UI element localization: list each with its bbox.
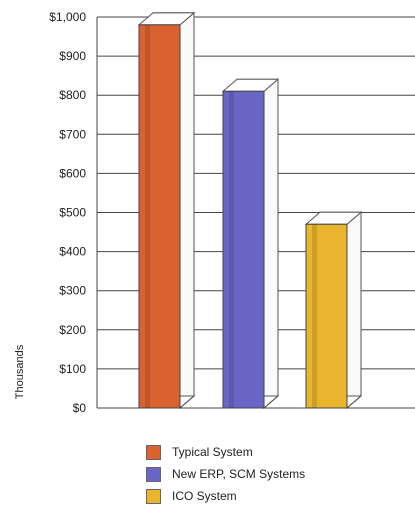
legend-label: New ERP, SCM Systems	[172, 467, 306, 481]
bars	[137, 11, 363, 410]
y-tick-label: $300	[59, 284, 86, 298]
bar-1	[137, 11, 196, 410]
bar-front	[138, 24, 181, 409]
y-tick-label: $600	[59, 166, 86, 180]
y-tick-label: $200	[59, 323, 86, 337]
legend-label: Typical System	[172, 445, 253, 459]
y-tick-label: $0	[73, 401, 87, 415]
bar-front	[222, 90, 265, 409]
legend-item-typical-system: Typical System	[146, 441, 305, 463]
y-tick-label: $400	[59, 245, 86, 259]
y-tick-label: $900	[59, 49, 86, 63]
legend-label: ICO System	[172, 489, 237, 503]
y-axis: $0 $100 $200 $300 $400 $500 $600 $700 $800 $900 $1…	[49, 10, 98, 415]
y-tick-label: $100	[59, 362, 86, 376]
bar-side	[346, 211, 362, 410]
bar-shade	[229, 91, 234, 408]
y-tick-label: $700	[59, 127, 86, 141]
bar-shade	[312, 224, 317, 408]
legend: Typical System New ERP, SCM Systems ICO …	[146, 441, 305, 507]
legend-swatch	[146, 444, 161, 460]
y-tick-label: $500	[59, 206, 86, 220]
bar-front	[305, 223, 348, 409]
bar-side	[179, 11, 195, 410]
bar-chart: $0 $100 $200 $300 $400 $500 $600 $700 $800 $900 $1…	[14, 10, 415, 415]
y-tick-label: $1,000	[49, 10, 86, 24]
legend-item-new-erp-scm: New ERP, SCM Systems	[146, 463, 305, 485]
bar-shade	[145, 24, 150, 408]
y-axis-label: Thousands	[14, 344, 26, 399]
bar-2	[221, 78, 280, 410]
y-tick-label: $800	[59, 88, 86, 102]
legend-swatch	[146, 488, 161, 504]
bar-side	[263, 78, 279, 410]
bar-3	[304, 211, 363, 410]
legend-swatch	[146, 466, 161, 482]
legend-item-ico-system: ICO System	[146, 485, 305, 507]
